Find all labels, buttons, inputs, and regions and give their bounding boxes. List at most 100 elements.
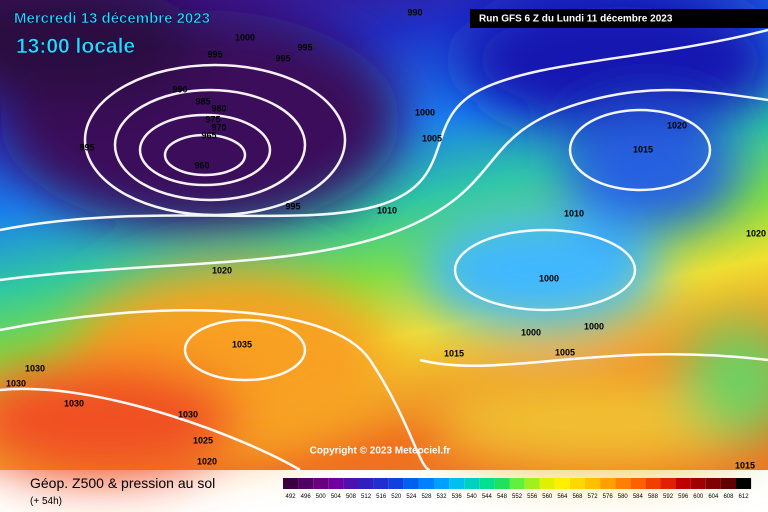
scale-label: 568	[572, 494, 583, 500]
scale-swatch	[569, 478, 585, 489]
scale-swatch	[600, 478, 616, 489]
isobar-label: 995	[79, 142, 94, 152]
time: 13:00 locale	[16, 35, 135, 58]
scale-label: 564	[557, 494, 568, 500]
scale-swatch	[615, 478, 631, 489]
scale-label: 524	[406, 494, 417, 500]
scale-swatch	[690, 478, 706, 489]
scale-swatch	[328, 478, 344, 489]
legend-subtitle: (+ 54h)	[30, 496, 62, 507]
scale-swatch	[736, 478, 752, 489]
isobar-label: 1020	[212, 265, 232, 275]
scale-swatch	[388, 478, 404, 489]
isobar-label: 1015	[633, 144, 653, 154]
isobar-label: 1020	[197, 456, 217, 466]
scale-swatch	[660, 478, 676, 489]
scale-swatch	[464, 478, 480, 489]
isobar-label: 1000	[415, 107, 435, 117]
scale-label: 492	[286, 494, 297, 500]
isobar-label: 1020	[667, 120, 687, 130]
scale-label: 532	[437, 494, 448, 500]
isobar-label: 1000	[539, 273, 559, 283]
isobar-label: 980	[211, 103, 226, 113]
isobar-label: 1030	[64, 398, 84, 408]
scale-swatch	[298, 478, 314, 489]
isobar-label: 1010	[377, 205, 397, 215]
scale-swatch	[675, 478, 691, 489]
isobar-label: 975	[205, 114, 220, 124]
scale-swatch	[418, 478, 434, 489]
isobar-label: 1005	[422, 133, 442, 143]
scale-swatch	[449, 478, 465, 489]
scale-label: 604	[708, 494, 719, 500]
scale-label: 556	[527, 494, 538, 500]
scale-label: 496	[301, 494, 312, 500]
isobar-label: 1015	[735, 460, 755, 470]
scale-label: 588	[648, 494, 659, 500]
isobar-label: 1020	[746, 228, 766, 238]
scale-swatch	[524, 478, 540, 489]
scale-label: 536	[452, 494, 463, 500]
scale-label: 572	[588, 494, 599, 500]
isobar-label: 995	[275, 53, 290, 63]
scale-label: 552	[512, 494, 523, 500]
run-info: Run GFS 6 Z du Lundi 11 décembre 2023	[479, 14, 673, 25]
scale-swatch	[479, 478, 495, 489]
scale-swatch	[720, 478, 736, 489]
copyright: Copyright © 2023 Meteociel.fr	[310, 446, 451, 457]
scale-label: 500	[316, 494, 327, 500]
isobar-label: 970	[211, 122, 226, 132]
isobar-label: 1025	[193, 435, 213, 445]
isobar-label: 995	[207, 49, 222, 59]
isobar-label: 1030	[178, 409, 198, 419]
scale-label: 512	[361, 494, 372, 500]
scale-swatch	[403, 478, 419, 489]
scale-swatch	[539, 478, 555, 489]
isobar-label: 1000	[584, 321, 604, 331]
scale-swatch	[313, 478, 329, 489]
scale-swatch	[705, 478, 721, 489]
scale-swatch	[358, 478, 374, 489]
scale-swatch	[283, 478, 299, 489]
isobar-label: 1000	[521, 327, 541, 337]
scale-swatch	[343, 478, 359, 489]
scale-swatch	[585, 478, 601, 489]
scale-label: 596	[678, 494, 689, 500]
scale-swatch	[509, 478, 525, 489]
isobar-label: 995	[285, 201, 300, 211]
scale-label: 516	[376, 494, 387, 500]
scale-label: 580	[618, 494, 629, 500]
scale-swatch	[434, 478, 450, 489]
scale-label: 548	[497, 494, 508, 500]
isobar-label: 1030	[6, 378, 26, 388]
scale-label: 540	[467, 494, 478, 500]
scale-swatch	[630, 478, 646, 489]
scale-label: 504	[331, 494, 342, 500]
scale-label: 584	[633, 494, 644, 500]
color-scale: 492 496 500 504 508 512 516 520 524 528 532 536 540 5…	[283, 478, 752, 500]
scale-label: 592	[663, 494, 674, 500]
scale-swatch	[373, 478, 389, 489]
isobar-label: 995	[297, 42, 312, 52]
run-banner	[470, 9, 768, 28]
scale-label: 608	[723, 494, 734, 500]
isobar-label: 985	[195, 96, 210, 106]
isobar-label: 1010	[564, 208, 584, 218]
legend-title: Géop. Z500 & pression au sol	[30, 475, 215, 491]
scale-label: 508	[346, 494, 357, 500]
isobar-label: 1000	[235, 32, 255, 42]
isobar-label: 1015	[444, 348, 464, 358]
scale-label: 520	[391, 494, 402, 500]
scale-label: 560	[542, 494, 553, 500]
isobar-label: 960	[194, 160, 209, 170]
scale-swatch	[645, 478, 661, 489]
scale-label: 528	[421, 494, 432, 500]
scale-label: 544	[482, 494, 493, 500]
isobar-label: 1035	[232, 339, 252, 349]
scale-label: 576	[603, 494, 614, 500]
isobar-label: 1030	[25, 363, 45, 373]
date: Mercredi 13 décembre 2023	[14, 10, 210, 27]
